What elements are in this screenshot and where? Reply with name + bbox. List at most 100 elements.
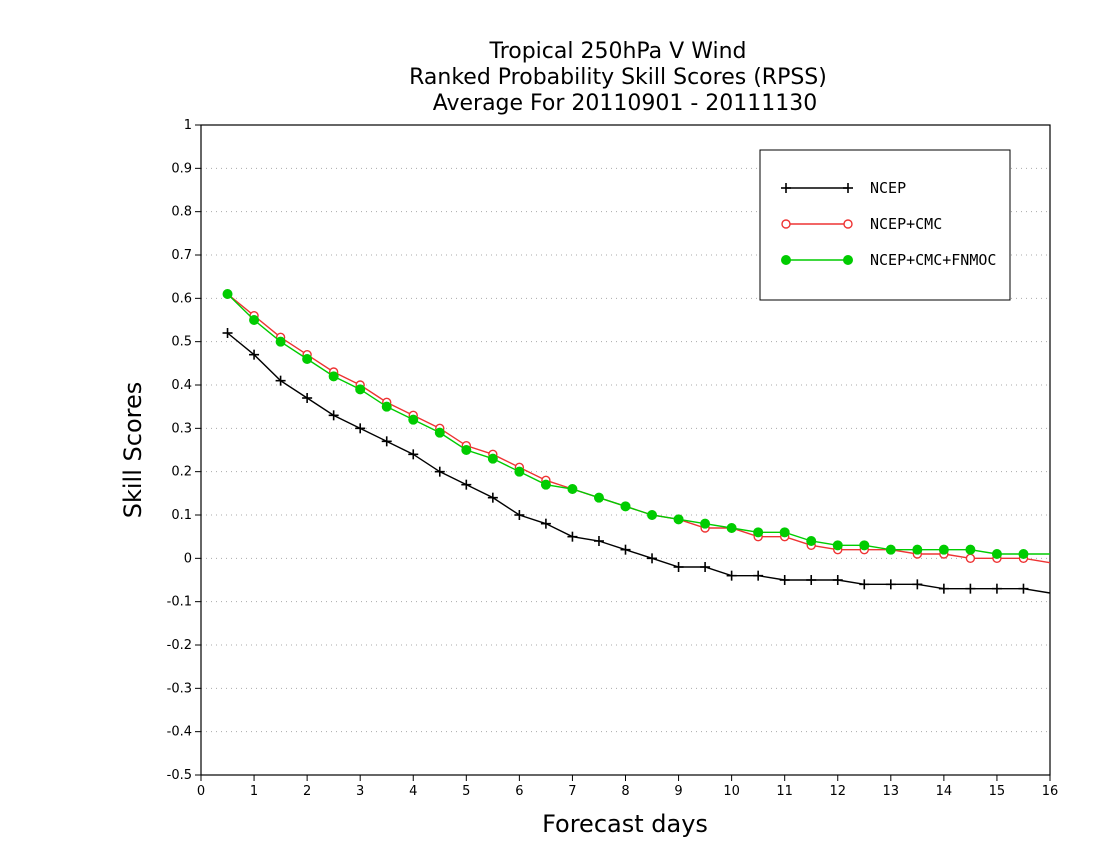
y-tick-label: -0.4 bbox=[167, 725, 192, 740]
data-point bbox=[381, 436, 392, 447]
data-point bbox=[647, 553, 658, 564]
data-point bbox=[249, 315, 260, 325]
y-tick-label: 0.1 bbox=[171, 508, 192, 523]
x-tick-label: 9 bbox=[674, 784, 682, 799]
data-point bbox=[328, 410, 339, 421]
data-point bbox=[567, 484, 578, 494]
data-point bbox=[991, 549, 1002, 559]
y-tick-label: -0.5 bbox=[167, 768, 192, 783]
x-tick-label: 12 bbox=[829, 784, 846, 799]
y-tick-label: 0.6 bbox=[171, 291, 192, 306]
series-group bbox=[222, 289, 1051, 594]
x-tick-label: 0 bbox=[197, 784, 205, 799]
x-tick-label: 14 bbox=[936, 784, 953, 799]
legend-label: NCEP+CMC bbox=[870, 215, 942, 233]
y-tick-label: 0.3 bbox=[171, 421, 192, 436]
data-point bbox=[222, 289, 233, 299]
data-point bbox=[302, 393, 313, 403]
y-tick-label: 0 bbox=[184, 551, 192, 566]
chart-title: Tropical 250hPa V Wind Ranked Probabilit… bbox=[409, 39, 827, 116]
x-tick-label: 4 bbox=[409, 784, 417, 799]
x-tick-label: 11 bbox=[776, 784, 793, 799]
x-tick-label: 3 bbox=[356, 784, 364, 799]
legend-label: NCEP+CMC+FNMOC bbox=[870, 251, 996, 269]
y-tick-label: -0.2 bbox=[167, 638, 192, 653]
data-point bbox=[859, 579, 870, 590]
data-point bbox=[885, 579, 896, 590]
series-ncep-cmc-fnmoc bbox=[222, 289, 1050, 559]
data-point bbox=[965, 583, 976, 594]
data-point bbox=[726, 523, 737, 533]
data-point bbox=[408, 414, 419, 425]
x-tick-label: 16 bbox=[1042, 784, 1059, 799]
data-point bbox=[275, 375, 286, 386]
x-tick-label: 7 bbox=[568, 784, 576, 799]
data-point bbox=[912, 579, 923, 590]
data-point bbox=[806, 536, 817, 546]
data-point bbox=[779, 527, 790, 538]
data-point bbox=[461, 479, 472, 490]
data-point bbox=[461, 445, 472, 455]
data-point bbox=[434, 427, 445, 438]
x-tick-label: 10 bbox=[723, 784, 740, 799]
x-tick-label: 1 bbox=[250, 784, 258, 799]
x-axis-label: Forecast days bbox=[542, 810, 708, 838]
y-tick-label: 0.5 bbox=[171, 335, 192, 350]
data-point bbox=[806, 575, 817, 585]
data-point bbox=[275, 336, 286, 347]
data-point bbox=[753, 527, 764, 538]
x-tick-label: 13 bbox=[883, 784, 900, 799]
data-point bbox=[700, 562, 711, 572]
data-point bbox=[726, 570, 737, 581]
x-tick-label: 2 bbox=[303, 784, 311, 799]
data-point bbox=[965, 544, 976, 555]
series-ncep-cmc bbox=[222, 289, 1051, 564]
data-point bbox=[965, 553, 976, 564]
data-point bbox=[381, 401, 392, 412]
y-tick-label: 0.7 bbox=[171, 248, 192, 263]
data-point bbox=[540, 518, 551, 529]
data-point bbox=[673, 514, 684, 525]
y-tick-label: -0.1 bbox=[167, 595, 192, 610]
data-point bbox=[487, 453, 498, 464]
y-tick-label: 0.8 bbox=[171, 205, 192, 220]
data-point bbox=[843, 255, 853, 265]
x-axis: 0 1 2 3 4 5 6 7 8 9 10 11 12 13 14 15 16 bbox=[197, 775, 1058, 799]
x-tick-label: 8 bbox=[621, 784, 629, 799]
data-point bbox=[434, 466, 445, 477]
y-axis-label: Skill Scores bbox=[119, 382, 147, 519]
data-point bbox=[567, 531, 578, 542]
x-tick-label: 5 bbox=[462, 784, 470, 799]
data-point bbox=[593, 536, 604, 546]
data-point bbox=[843, 219, 853, 229]
data-point bbox=[620, 501, 631, 512]
data-point bbox=[593, 492, 604, 503]
data-point bbox=[328, 371, 339, 382]
title-line-3: Average For 20110901 - 20111130 bbox=[433, 91, 818, 116]
legend-label: NCEP bbox=[870, 179, 906, 197]
data-point bbox=[938, 544, 949, 555]
data-point bbox=[991, 583, 1002, 594]
data-point bbox=[832, 540, 843, 551]
data-point bbox=[885, 544, 896, 555]
data-point bbox=[781, 219, 791, 229]
data-point bbox=[1018, 549, 1029, 559]
data-point bbox=[487, 492, 498, 503]
legend-item: NCEP+CMC+FNMOC bbox=[781, 251, 996, 269]
data-point bbox=[753, 570, 764, 581]
data-point bbox=[779, 575, 790, 585]
y-tick-label: 0.9 bbox=[171, 161, 192, 176]
data-point bbox=[302, 354, 313, 364]
data-point bbox=[249, 349, 260, 360]
legend-item: NCEP bbox=[781, 179, 906, 197]
title-line-2: Ranked Probability Skill Scores (RPSS) bbox=[409, 65, 827, 90]
data-point bbox=[514, 510, 525, 520]
title-line-1: Tropical 250hPa V Wind bbox=[488, 39, 746, 64]
y-tick-label: 1 bbox=[184, 118, 192, 133]
y-tick-label: 0.4 bbox=[171, 378, 192, 393]
data-point bbox=[514, 466, 525, 477]
data-point bbox=[355, 384, 366, 395]
data-point bbox=[540, 479, 551, 490]
series-ncep bbox=[222, 328, 1051, 594]
